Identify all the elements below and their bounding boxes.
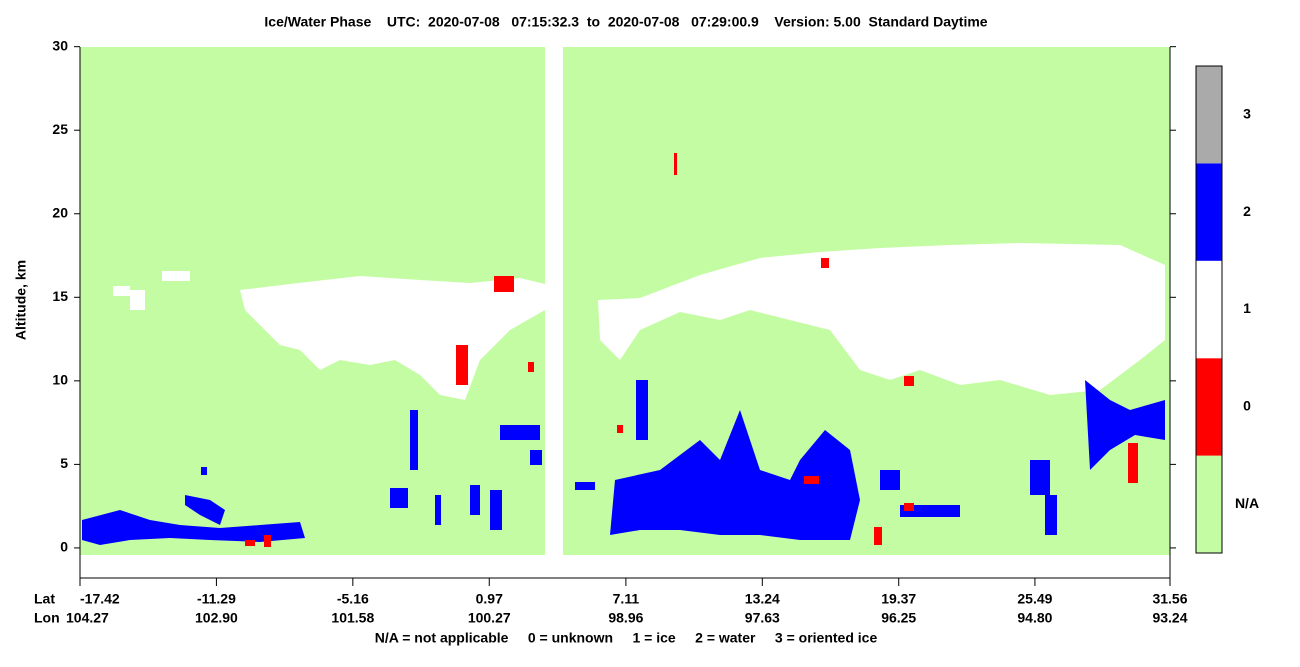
legend-label: 0 — [1243, 398, 1251, 414]
legend-swatch — [1196, 163, 1222, 261]
y-tick-label: 10 — [52, 372, 68, 388]
x2-tick-label: 104.27 — [66, 610, 109, 626]
legend-swatch — [1196, 260, 1222, 359]
water-regions — [82, 380, 1165, 545]
x2-tick-label: 96.25 — [881, 610, 916, 626]
x2-tick-label: 94.80 — [1017, 610, 1052, 626]
legend-label: 2 — [1243, 203, 1251, 219]
y-axis-label: Altitude, km — [13, 260, 29, 340]
y-tick-label: 15 — [52, 288, 68, 304]
legend-swatch — [1196, 358, 1222, 456]
y-tick-label: 0 — [60, 539, 68, 555]
ice-regions — [113, 243, 1165, 400]
x2-tick-label: 102.90 — [195, 610, 238, 626]
colorbar-frame — [1195, 65, 1223, 554]
y-tick-label: 25 — [52, 121, 68, 137]
x-row-label: Lat — [34, 591, 55, 607]
x2-tick-label: 101.58 — [331, 610, 374, 626]
x-tick-label: 25.49 — [1017, 591, 1052, 607]
x-tick-label: 31.56 — [1152, 591, 1187, 607]
y-tick-label: 5 — [60, 455, 68, 471]
y-tick-label: 20 — [52, 204, 68, 220]
y-tick-label: 30 — [52, 37, 68, 53]
unknown-regions — [245, 153, 1138, 547]
x-tick-label: -11.29 — [197, 591, 236, 607]
x-tick-label: 7.11 — [613, 591, 640, 607]
x-tick-label: 19.37 — [881, 591, 916, 607]
x-tick-label: 0.97 — [476, 591, 503, 607]
x-tick-label: -5.16 — [337, 591, 369, 607]
x2-tick-label: 93.24 — [1152, 610, 1187, 626]
legend-label: 3 — [1243, 105, 1251, 121]
x2-row-label: Lon — [34, 610, 60, 626]
x-tick-label: -17.42 — [80, 591, 120, 607]
x-tick-label: 13.24 — [745, 591, 780, 607]
x2-tick-label: 100.27 — [468, 610, 511, 626]
x2-tick-label: 97.63 — [745, 610, 780, 626]
plot-area — [80, 47, 1170, 555]
data-gap — [545, 47, 563, 555]
legend-swatch — [1196, 66, 1222, 164]
legend-swatch — [1196, 455, 1222, 553]
chart-title: Ice/Water Phase UTC: 2020-07-08 07:15:32… — [264, 14, 987, 30]
footnote: N/A = not applicable 0 = unknown 1 = ice… — [375, 630, 878, 646]
legend-label: 1 — [1243, 300, 1251, 316]
x2-tick-label: 98.96 — [608, 610, 643, 626]
legend-label: N/A — [1235, 495, 1259, 511]
